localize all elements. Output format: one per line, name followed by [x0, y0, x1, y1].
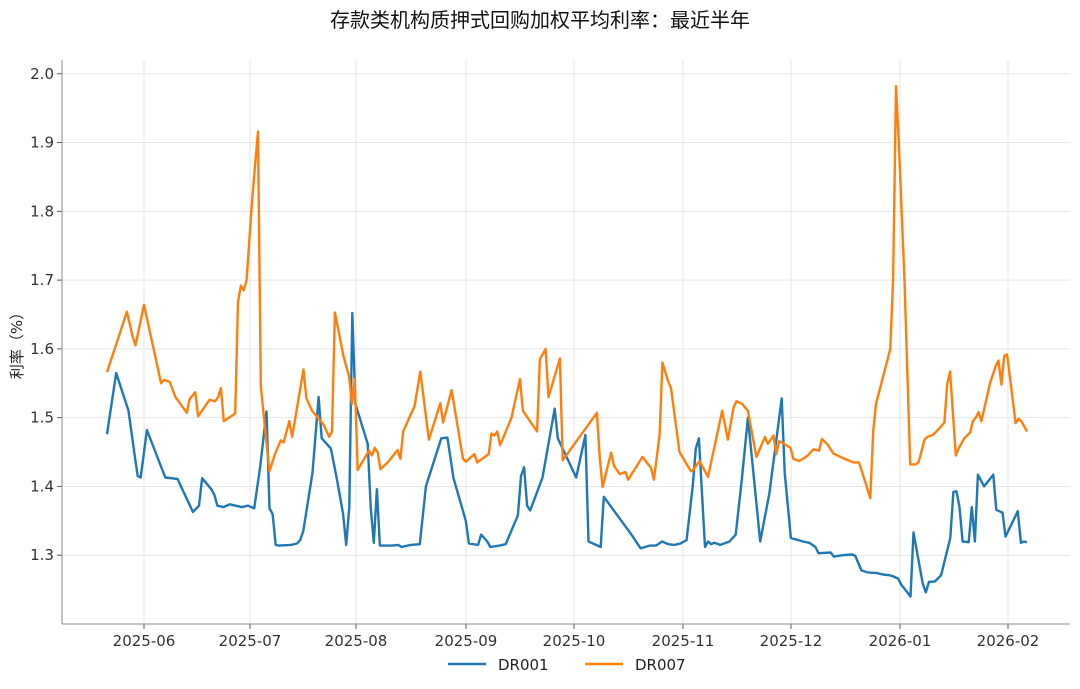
y-tick-label: 1.8	[30, 202, 54, 220]
series-line-dr001	[105, 311, 1028, 598]
y-tick-label: 1.5	[30, 409, 54, 427]
grid	[62, 60, 1070, 624]
y-tick-label: 2.0	[30, 65, 54, 83]
x-tick-label: 2025-06	[113, 632, 176, 650]
y-tick-label: 1.3	[30, 546, 54, 564]
y-tick-label: 1.9	[30, 134, 54, 152]
legend-label-dr001: DR001	[498, 656, 549, 674]
x-tick-label: 2025-10	[543, 632, 606, 650]
axes: 1.3 1.4 1.5 1.6 1.7 1.8 1.9 2.0 2025-06 2025-07 20…	[8, 60, 1070, 650]
x-tick-label: 2025-07	[219, 632, 282, 650]
x-tick-label: 2025-11	[652, 632, 715, 650]
y-tick-label: 1.6	[30, 340, 54, 358]
x-tick-label: 2025-09	[435, 632, 498, 650]
x-tick-label: 2025-08	[325, 632, 388, 650]
x-tick-label: 2026-01	[869, 632, 932, 650]
y-axis-label: 利率（%）	[8, 305, 26, 379]
series-line-dr007	[105, 84, 1029, 500]
legend: DR001 DR007	[448, 656, 686, 674]
series-lines	[105, 84, 1029, 598]
x-tick-label: 2025-12	[760, 632, 823, 650]
legend-label-dr007: DR007	[635, 656, 686, 674]
y-tick-label: 1.7	[30, 271, 54, 289]
chart-title: 存款类机构质押式回购加权平均利率：最近半年	[330, 8, 750, 32]
x-tick-label: 2026-02	[977, 632, 1040, 650]
y-tick-label: 1.4	[30, 477, 54, 495]
